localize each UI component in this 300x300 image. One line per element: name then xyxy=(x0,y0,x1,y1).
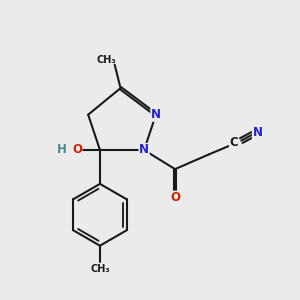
Text: N: N xyxy=(139,143,149,157)
Text: N: N xyxy=(151,108,161,121)
Text: O: O xyxy=(72,143,82,156)
Text: N: N xyxy=(253,126,262,139)
Text: C: C xyxy=(230,136,238,149)
Text: CH₃: CH₃ xyxy=(90,264,110,274)
Text: O: O xyxy=(170,191,180,204)
Text: CH₃: CH₃ xyxy=(96,55,116,65)
Text: H: H xyxy=(57,143,67,156)
